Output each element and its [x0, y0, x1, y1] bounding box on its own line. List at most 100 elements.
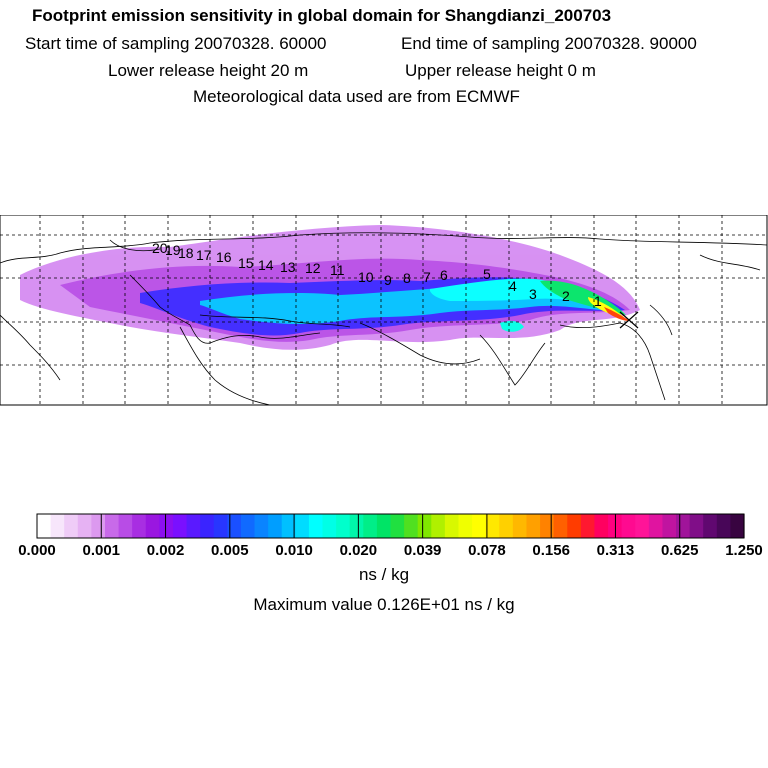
- day-label-17: 17: [196, 247, 212, 263]
- max-value-label: Maximum value 0.126E+01 ns / kg: [253, 595, 515, 614]
- day-label-2: 2: [562, 288, 570, 304]
- colorbar-cell: [240, 514, 256, 538]
- day-label-5: 5: [483, 266, 491, 282]
- met-data-label: Meteorological data used are from ECMWF: [193, 87, 520, 106]
- colorbar-cell: [730, 514, 745, 538]
- colorbar-cell: [580, 514, 596, 538]
- coastline-africa: [179, 326, 271, 406]
- colorbar-tick-label: 0.625: [661, 542, 699, 559]
- colorbar-tick-label: 0.000: [18, 542, 56, 559]
- colorbar-cell: [91, 514, 106, 538]
- colorbar-cell: [50, 514, 65, 538]
- colorbar-cell: [567, 514, 582, 538]
- colorbar-cell: [444, 514, 460, 538]
- colorbar-cell: [417, 514, 432, 538]
- day-label-6: 6: [440, 267, 448, 283]
- colorbar-cell: [689, 514, 704, 538]
- colorbar-unit-label: ns / kg: [358, 565, 410, 584]
- start-time-label: Start time of sampling 20070328. 60000: [25, 34, 327, 53]
- plume-yellow: [588, 297, 624, 317]
- colorbar-tick-labels: 0.000 0.001 0.002 0.005 0.010 0.020 0.039 0.078…: [18, 542, 763, 559]
- colorbar-cell: [37, 514, 52, 538]
- coastline-mediterranean: [199, 314, 351, 328]
- colorbar-cell: [676, 514, 691, 538]
- chart-title: Footprint emission sensitivity in global…: [32, 6, 612, 25]
- lower-height-label: Lower release height 20 m: [108, 61, 309, 80]
- coastline-greenland: [109, 239, 161, 252]
- colorbar: 0.000 0.001 0.002 0.005 0.010 0.020 0.039 0.078…: [18, 513, 763, 559]
- colorbar-cell: [118, 514, 133, 538]
- colorbar-cell: [227, 514, 242, 538]
- colorbar-cell: [132, 514, 147, 538]
- coastline-north: [0, 232, 768, 264]
- colorbar-cell: [703, 514, 718, 538]
- colorbar-cell: [431, 514, 446, 538]
- colorbar-cell: [145, 514, 160, 538]
- coastline-arabia: [359, 322, 481, 365]
- coastlines: [0, 232, 768, 406]
- day-label-20: 20: [152, 240, 168, 256]
- colorbar-tick-label: 0.020: [340, 542, 378, 559]
- colorbar-cell: [104, 514, 120, 538]
- day-label-15: 15: [238, 255, 254, 271]
- colorbar-cell: [485, 514, 500, 538]
- colorbar-frame: [36, 513, 745, 539]
- coastline-india: [479, 334, 546, 386]
- colorbar-cell: [77, 514, 92, 538]
- day-label-4: 4: [509, 278, 517, 294]
- upper-height-label: Upper release height 0 m: [405, 61, 596, 80]
- day-label-11: 11: [330, 262, 345, 278]
- colorbar-cell: [716, 514, 732, 538]
- colorbar-tick-label: 0.001: [82, 542, 120, 559]
- colorbar-cell: [648, 514, 664, 538]
- coastline-north-america: [0, 314, 61, 381]
- colorbar-cells: [37, 514, 745, 538]
- colorbar-cell: [458, 514, 473, 538]
- day-label-14: 14: [258, 257, 274, 273]
- colorbar-tick-label: 0.156: [532, 542, 570, 559]
- colorbar-cell: [322, 514, 337, 538]
- colorbar-cell: [472, 514, 487, 538]
- footprint-map: 1 2 3 4 5 6 7 8 9 10 11 12 13 14 15 16 1…: [0, 215, 768, 406]
- colorbar-tick-label: 0.010: [275, 542, 313, 559]
- colorbar-cell: [553, 514, 568, 538]
- x-icon: [619, 311, 639, 329]
- colorbar-cell: [64, 514, 79, 538]
- colorbar-cell: [172, 514, 188, 538]
- day-label-16: 16: [216, 249, 232, 265]
- colorbar-cell: [213, 514, 228, 538]
- graticule: [0, 215, 767, 405]
- colorbar-cell: [540, 514, 555, 538]
- colorbar-cell: [200, 514, 215, 538]
- colorbar-tick-label: 0.039: [404, 542, 442, 559]
- day-label-13: 13: [280, 259, 296, 275]
- colorbar-cell: [159, 514, 174, 538]
- day-label-18: 18: [178, 245, 194, 261]
- day-label-7: 7: [423, 269, 431, 285]
- colorbar-cell: [254, 514, 269, 538]
- coastline-alaska: [699, 254, 761, 271]
- colorbar-cell: [268, 514, 283, 538]
- colorbar-cell: [281, 514, 296, 538]
- day-label-9: 9: [384, 272, 392, 288]
- end-time-label: End time of sampling 20070328. 90000: [401, 34, 697, 53]
- sensitivity-plume: [20, 225, 640, 350]
- colorbar-cell: [295, 514, 310, 538]
- colorbar-cell: [499, 514, 514, 538]
- colorbar-cell: [186, 514, 201, 538]
- colorbar-tick-label: 0.005: [211, 542, 249, 559]
- colorbar-tick-label: 1.250: [725, 542, 763, 559]
- day-label-8: 8: [403, 270, 411, 286]
- colorbar-cell: [621, 514, 636, 538]
- colorbar-cell: [635, 514, 650, 538]
- colorbar-tick-label: 0.002: [147, 542, 185, 559]
- colorbar-cell: [512, 514, 528, 538]
- coastline-japan: [649, 304, 673, 336]
- colorbar-cell: [404, 514, 419, 538]
- coastline-west-europe: [129, 274, 321, 344]
- plume-southern-patch: [500, 320, 524, 332]
- colorbar-cell: [363, 514, 378, 538]
- day-label-3: 3: [529, 286, 537, 302]
- colorbar-cell: [526, 514, 541, 538]
- day-label-12: 12: [305, 260, 321, 276]
